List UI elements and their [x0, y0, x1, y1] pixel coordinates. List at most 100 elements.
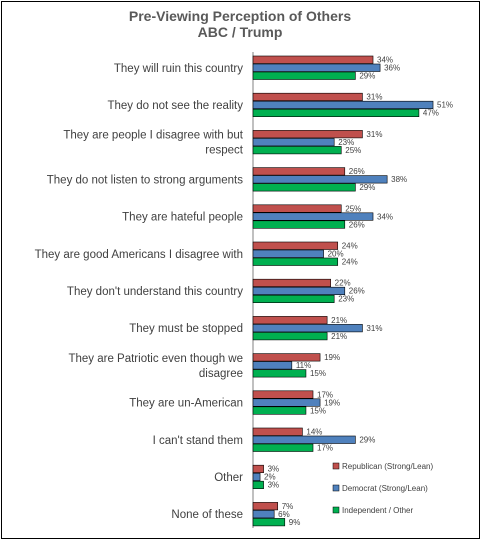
- category-label: They do not listen to strong arguments: [47, 174, 243, 186]
- category-label-line: They do not see the reality: [107, 100, 243, 112]
- bar: [252, 510, 275, 519]
- category-label-line: respect: [205, 145, 244, 157]
- category-label-line: They are good Americans I disagree with: [35, 249, 243, 261]
- data-label: 24%: [342, 242, 358, 251]
- data-label: 19%: [324, 398, 340, 407]
- category-label: Other: [214, 472, 243, 484]
- data-label: 6%: [278, 510, 290, 519]
- legend-swatch: [332, 484, 340, 492]
- bar: [252, 518, 286, 527]
- bar: [252, 108, 420, 117]
- data-label: 26%: [349, 220, 365, 229]
- bar: [252, 361, 293, 370]
- data-label: 15%: [310, 369, 326, 378]
- category-label: They are people I disagree with but respe…: [63, 130, 243, 157]
- bar: [252, 278, 331, 288]
- bar: [252, 55, 374, 64]
- legend-label: Republican (Strong/Lean): [342, 462, 434, 471]
- data-label: 3%: [268, 481, 280, 490]
- data-label: 34%: [377, 56, 393, 65]
- bar: [252, 71, 356, 80]
- category-label: They are good Americans I disagree with: [35, 249, 243, 261]
- data-label: 25%: [345, 204, 361, 213]
- bar: [252, 369, 307, 378]
- data-label: 19%: [324, 353, 340, 362]
- bar: [252, 332, 328, 341]
- category-label-line: They will ruin this country: [114, 63, 243, 75]
- bar: [252, 398, 321, 407]
- bar: [252, 472, 261, 482]
- category-label: They must be stopped: [129, 323, 243, 335]
- data-label: 14%: [306, 428, 322, 437]
- data-label: 29%: [359, 72, 375, 81]
- plot-area: They will ruin this country34%36%29%They…: [35, 52, 453, 528]
- bar: [252, 435, 356, 444]
- data-label: 51%: [437, 101, 453, 110]
- bar: [252, 324, 363, 333]
- category-label-line: They are Patriotic even though we: [68, 353, 243, 365]
- bar: [252, 257, 339, 266]
- data-label: 31%: [366, 324, 382, 333]
- bar: [252, 220, 346, 229]
- bar: [252, 204, 342, 213]
- data-label: 22%: [335, 279, 351, 288]
- data-label: 29%: [359, 183, 375, 192]
- data-label: 31%: [366, 130, 382, 139]
- data-label: 3%: [268, 465, 280, 474]
- category-label: They are hateful people: [122, 212, 243, 224]
- category-label-line: Other: [214, 472, 243, 484]
- category-label: They don't understand this country: [67, 286, 243, 298]
- data-label: 47%: [423, 109, 439, 118]
- data-label: 2%: [264, 473, 276, 482]
- legend-label: Independent / Other: [342, 506, 414, 515]
- category-label: None of these: [171, 509, 243, 521]
- data-label: 29%: [359, 436, 375, 445]
- bar: [252, 138, 335, 147]
- data-label: 34%: [377, 212, 393, 221]
- chart-title: Pre-Viewing Perception of Others: [129, 8, 351, 24]
- legend-swatch: [332, 506, 340, 514]
- data-label: 20%: [328, 250, 344, 259]
- category-label-line: They are people I disagree with but: [63, 130, 243, 142]
- data-label: 21%: [331, 332, 347, 341]
- bar: [252, 390, 314, 399]
- data-label: 24%: [342, 258, 358, 267]
- bar: [252, 100, 434, 109]
- bar: [252, 406, 307, 415]
- bar: [252, 175, 388, 184]
- bar: [252, 480, 264, 490]
- data-label: 31%: [366, 93, 382, 102]
- category-label-line: None of these: [171, 509, 243, 521]
- category-label-line: They must be stopped: [129, 323, 243, 335]
- bar: [252, 183, 356, 192]
- chart-subtitle: ABC / Trump: [198, 24, 283, 40]
- data-label: 7%: [282, 502, 294, 511]
- bar: [252, 130, 363, 139]
- bar: [252, 316, 328, 325]
- category-label: They are un-American: [129, 398, 243, 410]
- data-label: 17%: [317, 444, 333, 453]
- bar: [252, 502, 279, 511]
- category-label: I can't stand them: [153, 435, 243, 447]
- bar: [252, 241, 339, 250]
- bar: [252, 63, 381, 72]
- data-label: 9%: [289, 518, 301, 527]
- bar: [252, 146, 342, 155]
- data-label: 11%: [296, 361, 311, 370]
- category-label-line: They do not listen to strong arguments: [47, 174, 243, 186]
- bar: [252, 294, 335, 304]
- data-label: 23%: [338, 138, 354, 147]
- category-label-line: They are hateful people: [122, 212, 243, 224]
- data-label: 15%: [310, 406, 326, 415]
- data-label: 26%: [349, 167, 365, 176]
- data-label: 17%: [317, 390, 333, 399]
- bar: [252, 443, 314, 452]
- data-label: 38%: [391, 175, 407, 184]
- bar: [252, 427, 303, 436]
- category-label: They are Patriotic even though we disagre…: [68, 353, 243, 380]
- data-label: 21%: [331, 316, 347, 325]
- bar: [252, 249, 324, 258]
- bar: [252, 92, 363, 101]
